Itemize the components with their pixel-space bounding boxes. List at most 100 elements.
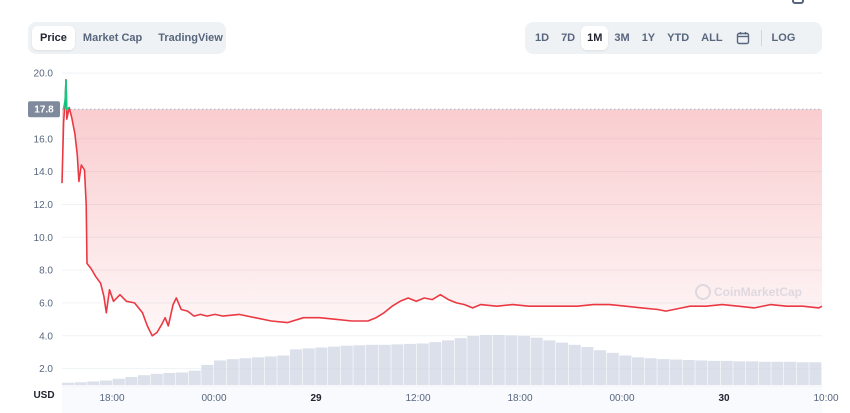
volume-bar xyxy=(568,344,581,385)
volume-bar xyxy=(733,361,746,385)
tab-price[interactable]: Price xyxy=(32,26,75,50)
y-tick-label: 20.0 xyxy=(34,69,54,80)
volume-bar xyxy=(556,342,569,385)
price-line xyxy=(61,78,823,337)
volume-bar xyxy=(87,381,100,385)
currency-label: USD xyxy=(33,390,54,401)
volume-bar xyxy=(429,342,442,385)
calendar-icon-glyph xyxy=(736,32,749,45)
log-scale-button[interactable]: LOG xyxy=(771,32,796,44)
volume-bar xyxy=(695,360,708,385)
y-tick-label: 2.0 xyxy=(39,364,53,375)
volume-bar xyxy=(201,364,214,385)
volume-bar xyxy=(644,358,657,385)
volume-bar xyxy=(746,361,759,385)
tab-tradingview[interactable]: TradingView xyxy=(158,32,223,44)
volume-bar xyxy=(290,349,303,385)
volume-bar xyxy=(480,335,493,385)
volume-bar xyxy=(239,358,252,385)
volume-bar xyxy=(606,352,619,385)
volume-bar xyxy=(353,345,366,385)
volume-bar xyxy=(315,347,328,385)
volume-bar xyxy=(340,345,353,385)
time-range-tabs: 1D 7D 1M 3M 1Y YTD ALL LOG xyxy=(525,22,822,54)
y-tick-label: 10.0 xyxy=(34,233,54,244)
volume-bar xyxy=(100,380,113,385)
calendar-icon[interactable] xyxy=(729,26,757,50)
volume-bar xyxy=(277,355,290,385)
volume-bar xyxy=(505,335,518,385)
volume-bar xyxy=(758,361,771,385)
volume-bar xyxy=(619,355,632,385)
x-tick-label: 12:00 xyxy=(405,393,430,404)
range-7d[interactable]: 7D xyxy=(561,32,576,44)
volume-bar xyxy=(632,357,645,385)
volume-bar xyxy=(543,340,556,385)
volume-bar xyxy=(138,375,151,385)
volume-bar xyxy=(366,344,379,385)
x-tick-label: 30 xyxy=(718,393,730,404)
toolbar-divider xyxy=(760,30,762,46)
volume-bar xyxy=(809,362,822,385)
tab-market-cap[interactable]: Market Cap xyxy=(82,32,143,44)
volume-bar xyxy=(416,343,429,385)
x-tick-label: 10:00 xyxy=(813,393,838,404)
volume-bar xyxy=(328,346,341,385)
volume-bar xyxy=(391,344,404,385)
volume-bar xyxy=(264,356,277,385)
price-area xyxy=(62,79,822,336)
volume-bar xyxy=(188,370,201,385)
range-1y[interactable]: 1Y xyxy=(641,32,656,44)
volume-bar xyxy=(771,361,784,385)
volume-bar xyxy=(378,344,391,385)
volume-bar xyxy=(214,360,227,385)
x-tick-label: 18:00 xyxy=(507,393,532,404)
x-tick-label: 00:00 xyxy=(609,393,634,404)
x-tick-label: 18:00 xyxy=(99,393,124,404)
more-options-icon[interactable] xyxy=(792,0,804,4)
volume-bar xyxy=(720,360,733,385)
volume-bar xyxy=(404,343,417,385)
y-tick-label: 6.0 xyxy=(39,298,53,309)
volume-bar xyxy=(708,360,721,385)
volume-bar xyxy=(252,357,265,385)
range-ytd[interactable]: YTD xyxy=(667,32,690,44)
reference-marker xyxy=(28,101,60,118)
volume-bar xyxy=(62,382,75,385)
x-tick-label: 00:00 xyxy=(201,393,226,404)
chart-type-tabs: Price Market Cap TradingView xyxy=(28,22,226,54)
volume-bar xyxy=(467,335,480,385)
y-tick-label: 16.0 xyxy=(34,134,54,145)
price-line-up xyxy=(62,79,70,111)
volume-bar xyxy=(682,360,695,385)
range-1d[interactable]: 1D xyxy=(535,32,550,44)
x-axis-band xyxy=(62,386,822,413)
watermark-logo-icon xyxy=(695,284,711,300)
volume-bar xyxy=(163,372,176,385)
volume-bar xyxy=(492,335,505,385)
volume-bar xyxy=(302,348,315,385)
volume-bar xyxy=(150,373,163,385)
volume-bar xyxy=(581,347,594,385)
volume-bar xyxy=(454,338,467,385)
y-tick-label: 4.0 xyxy=(39,331,53,342)
y-tick-label: 14.0 xyxy=(34,167,54,178)
volume-bar xyxy=(594,350,607,385)
volume-bar xyxy=(74,382,87,385)
volume-bar xyxy=(226,359,239,385)
y-tick-label: 12.0 xyxy=(34,200,54,211)
reference-label: 17.8 xyxy=(34,105,54,116)
volume-bar xyxy=(784,361,797,385)
volume-bar xyxy=(125,376,138,385)
watermark-text: CoinMarketCap xyxy=(714,285,802,299)
range-all[interactable]: ALL xyxy=(701,32,723,44)
volume-bar xyxy=(796,362,809,385)
volume-bar xyxy=(657,359,670,385)
range-3m[interactable]: 3M xyxy=(614,32,630,44)
volume-bar xyxy=(530,337,543,385)
watermark: CoinMarketCap xyxy=(695,284,802,300)
range-1m[interactable]: 1M xyxy=(581,26,609,50)
volume-bar xyxy=(518,335,531,385)
volume-bar xyxy=(442,340,455,385)
